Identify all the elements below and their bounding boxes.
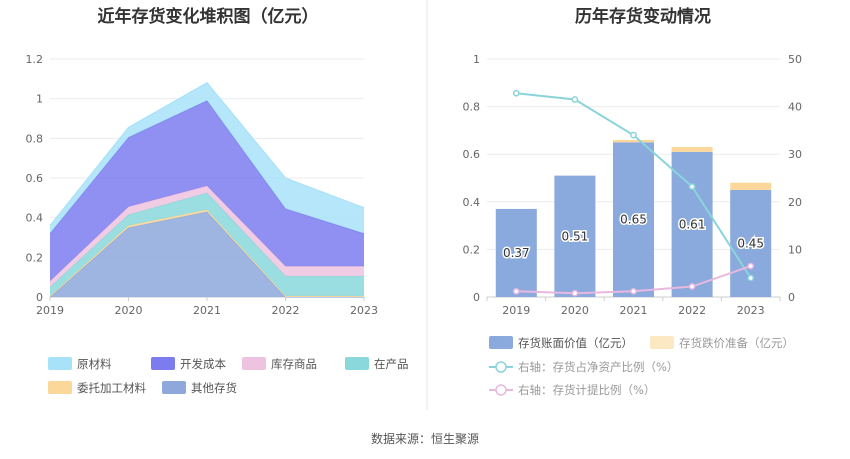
stacked-area-chart: 近年存货变化堆积图（亿元） 0 0.2 0.4 0.6 0.8 1 1.2 2019 2020… [26, 6, 409, 395]
right-chart-title: 历年存货变动情况 [575, 6, 711, 27]
left-x-tick-label: 2020 [115, 304, 143, 317]
legend-swatch[interactable] [48, 381, 72, 394]
bar-book-value[interactable] [554, 175, 596, 297]
data-source-note: 数据来源：恒生聚源 [371, 431, 479, 446]
legend-swatch[interactable] [242, 357, 266, 370]
legend-swatch[interactable] [489, 336, 513, 349]
left-chart-title: 近年存货变化堆积图（亿元） [98, 6, 319, 27]
right-y2-tick-label: 0 [788, 291, 795, 304]
legend-label[interactable]: 右轴：存货占净资产比例（%） [518, 360, 678, 374]
left-x-tick-label: 2022 [272, 304, 300, 317]
left-y-tick-label: 0.6 [26, 172, 44, 185]
bar-value-label: 0.45 [737, 236, 764, 250]
legend-label[interactable]: 存货账面价值（亿元） [518, 336, 633, 350]
right-y2-tick-label: 10 [788, 243, 802, 256]
right-left-axis-ticks: 0 0.2 0.4 0.6 0.8 1 [463, 53, 481, 304]
bar-value-label: 0.51 [562, 229, 589, 243]
legend-label[interactable]: 右轴：存货计提比例（%） [518, 383, 655, 397]
legend-label[interactable]: 在产品 [374, 357, 409, 371]
line-point[interactable] [630, 131, 637, 139]
bar-value-label: 0.61 [679, 217, 706, 231]
legend-label[interactable]: 其他存货 [191, 381, 237, 395]
right-y-tick-label: 0.8 [463, 101, 481, 114]
bar-value-label: 0.37 [503, 246, 530, 260]
right-bar-labels: 0.37 0.51 0.65 0.61 0.45 [501, 211, 765, 261]
left-y-tick-label: 1 [36, 93, 43, 106]
bar-value-label: 0.65 [620, 213, 647, 227]
legend-line-marker[interactable] [495, 361, 507, 373]
bar-book-value[interactable] [671, 151, 713, 297]
left-area-series [49, 82, 365, 298]
left-x-tick-label: 2023 [350, 304, 378, 317]
legend-label[interactable]: 委托加工材料 [77, 381, 146, 395]
line-point[interactable] [512, 287, 520, 295]
right-y-tick-label: 0.2 [463, 243, 481, 256]
left-y-tick-label: 1.2 [26, 53, 44, 66]
right-y-tick-label: 1 [473, 53, 480, 66]
right-x-tick-label: 2023 [737, 304, 765, 317]
right-x-tick-label: 2021 [620, 304, 648, 317]
legend-swatch[interactable] [151, 357, 175, 370]
legend-line-marker[interactable] [495, 384, 507, 396]
legend-swatch[interactable] [162, 381, 186, 394]
area-原材料[interactable] [50, 82, 364, 234]
legend-label[interactable]: 库存商品 [271, 357, 317, 371]
area-其他存货[interactable] [50, 211, 364, 297]
area-在产品[interactable] [50, 192, 364, 297]
line-point[interactable] [571, 289, 579, 297]
area-开发成本[interactable] [50, 100, 364, 282]
right-y2-tick-label: 30 [788, 148, 802, 161]
left-x-tick-label: 2019 [36, 304, 64, 317]
left-y-tick-label: 0.8 [26, 132, 44, 145]
left-y-tick-label: 0.2 [26, 251, 44, 264]
right-line-series [512, 89, 755, 297]
line-point[interactable] [688, 283, 696, 290]
bar-impairment[interactable] [730, 182, 772, 190]
right-y-tick-label: 0.6 [463, 148, 481, 161]
left-y-axis-ticks: 0 0.2 0.4 0.6 0.8 1 1.2 [26, 53, 44, 304]
right-x-tick-label: 2022 [678, 304, 706, 317]
right-x-tick-label: 2019 [502, 304, 530, 317]
legend-swatch[interactable] [345, 357, 369, 370]
area-edge-原材料 [49, 82, 365, 226]
bar-impairment[interactable] [671, 147, 713, 152]
right-y2-tick-label: 20 [788, 196, 802, 209]
legend-label[interactable]: 存货跌价准备（亿元） [679, 336, 794, 350]
right-x-tick-label: 2020 [561, 304, 589, 317]
line-point[interactable] [630, 287, 637, 295]
bar-impairment[interactable] [612, 139, 655, 143]
right-y2-tick-label: 50 [788, 53, 802, 66]
line-point[interactable] [571, 96, 579, 103]
line-point[interactable] [747, 274, 755, 282]
legend-label[interactable]: 开发成本 [180, 357, 226, 371]
legend-swatch[interactable] [48, 357, 72, 370]
left-y-tick-label: 0 [36, 291, 43, 304]
left-y-tick-label: 0.4 [26, 212, 44, 225]
right-y2-tick-label: 40 [788, 101, 802, 114]
left-x-tick-label: 2021 [193, 304, 221, 317]
bar-book-value[interactable] [495, 208, 537, 297]
right-x-axis-ticks: 2019 2020 2021 2022 2023 [486, 297, 781, 317]
legend-label[interactable]: 原材料 [77, 357, 112, 371]
right-right-axis-ticks: 0 10 20 30 40 50 [788, 53, 802, 304]
bar-book-value[interactable] [612, 142, 655, 297]
right-bar-series [495, 139, 772, 297]
line-point[interactable] [747, 262, 755, 270]
bar-line-chart: 历年存货变动情况 0.370.510.65 0.610.45 00.20.40.6… [463, 6, 803, 397]
line-point[interactable] [512, 89, 520, 97]
line-point[interactable] [688, 183, 696, 190]
left-x-axis-ticks: 2019 2020 2021 2022 2023 [36, 297, 378, 317]
right-y-tick-label: 0 [473, 291, 480, 304]
right-legend: 存货账面价值（亿元） 存货跌价准备（亿元）右轴：存货占净资产比例（%） 右轴：存货计… [489, 336, 794, 397]
legend-swatch[interactable] [650, 336, 674, 349]
right-y-tick-label: 0.4 [463, 196, 481, 209]
area-库存商品[interactable] [50, 185, 364, 288]
